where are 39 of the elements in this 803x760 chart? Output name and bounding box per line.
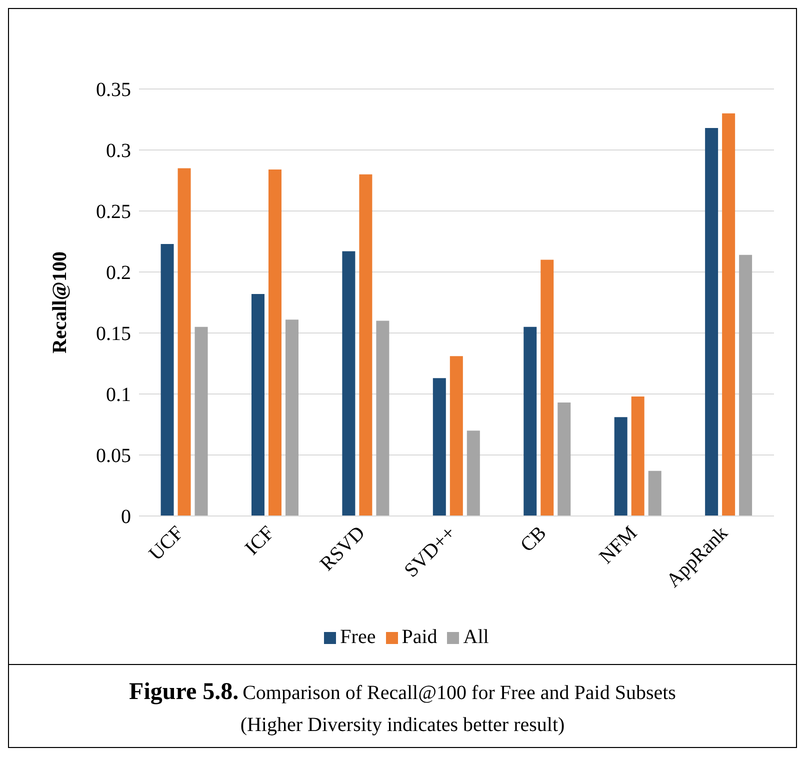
y-tick-label: 0.05	[96, 445, 131, 468]
bar	[631, 396, 644, 516]
x-tick-label: UCF	[144, 522, 188, 566]
bar	[160, 244, 174, 516]
bar	[194, 326, 208, 516]
text: Comparison of Recall@100 for Free and Paid Subsets	[242, 682, 676, 704]
y-tick-label: 0.3	[106, 140, 131, 162]
bar	[178, 168, 191, 516]
x-tick-label: CB	[516, 522, 551, 556]
y-tick-label: 0	[121, 506, 131, 528]
caption: Figure 5.8.	[129, 679, 239, 705]
bar	[722, 113, 736, 516]
bar	[540, 260, 554, 516]
bar	[524, 326, 537, 516]
bar	[466, 430, 480, 516]
legend-label: Paid	[402, 626, 438, 648]
bar	[376, 320, 390, 516]
y-tick-label: 0.2	[106, 262, 131, 284]
legend-label: Free	[340, 626, 376, 648]
bar	[268, 170, 282, 516]
y-axis-title: Recall@100	[49, 252, 72, 354]
bar	[342, 251, 356, 516]
y-tick-label: 0.1	[106, 384, 131, 406]
bar	[614, 417, 628, 516]
bar	[739, 254, 752, 516]
bar	[359, 174, 372, 516]
bar	[450, 356, 463, 516]
bar	[251, 294, 264, 516]
x-tick-label: ICF	[241, 522, 279, 560]
legend-label: All	[463, 626, 489, 648]
bar	[648, 470, 662, 516]
y-tick-label: 0.35	[96, 79, 131, 102]
y-tick-label: 0.25	[96, 201, 131, 224]
bar	[285, 320, 298, 516]
bar	[558, 402, 571, 516]
bar	[705, 128, 718, 516]
y-tick-label: 0.15	[96, 323, 131, 346]
text: (Higher Diversity indicates better result)	[239, 714, 566, 737]
bar	[432, 378, 446, 516]
